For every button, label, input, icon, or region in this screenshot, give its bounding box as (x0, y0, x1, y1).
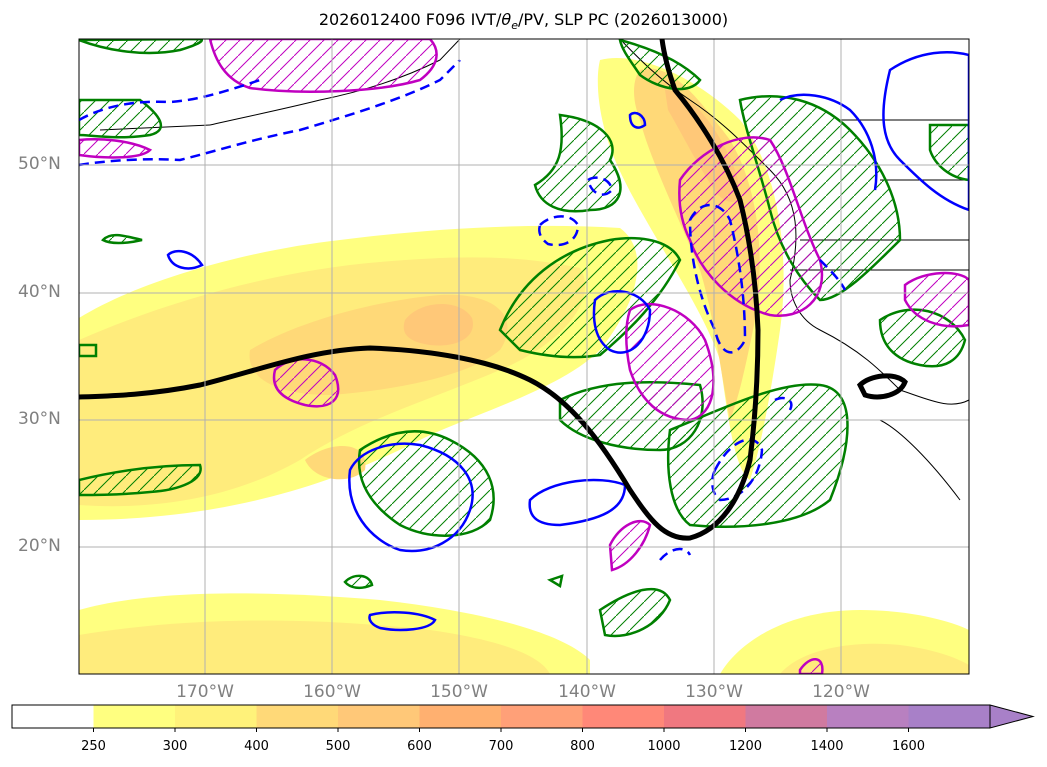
lat-label-20n: 20°N (18, 536, 61, 556)
lon-label-130w: 130°W (685, 682, 743, 702)
colorbar-segment (419, 705, 502, 728)
colorbar-tick-label: 500 (325, 739, 351, 754)
lon-label-160w: 160°W (303, 682, 361, 702)
colorbar-tick-label: 1400 (810, 739, 844, 754)
colorbar-tick-label: 300 (162, 739, 188, 754)
pv-contours (79, 51, 969, 632)
colorbar-segment (338, 705, 420, 728)
colorbar-segment (256, 705, 339, 728)
colorbar-segment (175, 705, 257, 728)
slp-contours (79, 39, 908, 541)
colorbar-tick-label: 800 (570, 739, 595, 754)
figure-title: 2026012400 F096 IVT/θe/PV, SLP PC (20260… (0, 10, 1047, 32)
colorbar-segment (582, 705, 665, 728)
title-prefix: 2026012400 F096 IVT/ (318, 10, 502, 29)
lon-label-140w: 140°W (558, 682, 616, 702)
colorbar-tick-label: 700 (488, 739, 514, 754)
colorbar-tick-label: 400 (244, 739, 269, 754)
theta-subscript: e (511, 19, 518, 33)
lon-label-170w: 170°W (176, 682, 234, 702)
colorbar-segment (501, 705, 583, 728)
lat-label-30n: 30°N (18, 409, 61, 429)
gridlines (79, 39, 969, 674)
colorbar-tick-label: 600 (407, 739, 432, 754)
colorbar-segment (745, 705, 828, 728)
lat-label-50n: 50°N (18, 154, 61, 174)
colorbar-segment (908, 705, 991, 728)
colorbar-extend-arrow (989, 704, 1035, 729)
colorbar-segment (93, 705, 176, 728)
colorbar-segment (827, 705, 909, 728)
magenta-contours (79, 39, 969, 674)
colorbar-segment (664, 705, 746, 728)
lon-label-150w: 150°W (430, 682, 488, 702)
colorbar (11, 704, 1035, 732)
colorbar-tick-label: 1600 (891, 739, 926, 754)
plot-border (78, 38, 970, 675)
lon-label-120w: 120°W (812, 682, 870, 702)
colorbar-tick-label: 1200 (728, 739, 763, 754)
lat-label-40n: 40°N (18, 282, 61, 302)
colorbar-tick-label: 250 (81, 739, 106, 754)
colorbar-tick-label: 1000 (647, 739, 681, 754)
theta-symbol: θ (501, 10, 512, 29)
title-suffix: /PV, SLP PC (2026013000) (517, 10, 729, 29)
colorbar-segment (12, 705, 94, 728)
